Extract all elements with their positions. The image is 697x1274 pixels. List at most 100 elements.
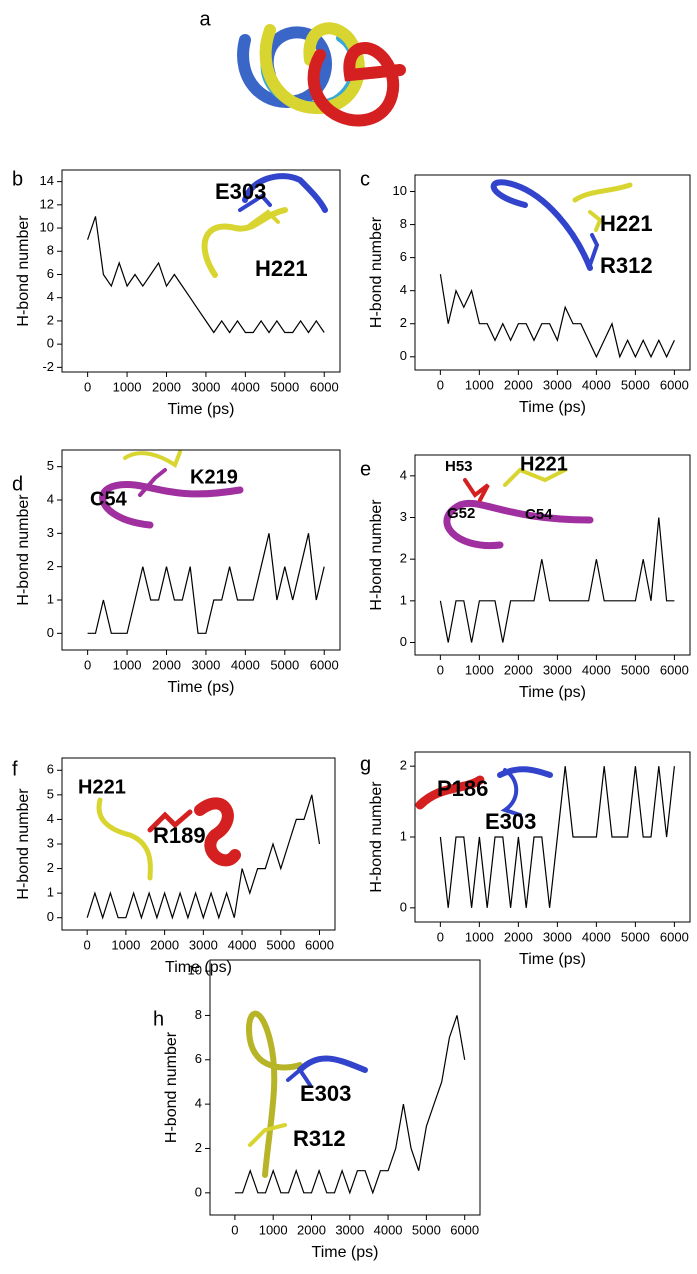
y-tick-label: 8 (47, 243, 54, 258)
y-tick-label: 5 (47, 786, 54, 801)
x-axis-label: Time (ps) (168, 679, 235, 696)
y-tick-label: 0 (47, 625, 54, 640)
x-tick-label: 0 (84, 379, 91, 394)
y-tick-label: 3 (47, 525, 54, 540)
molecule-d (99, 450, 244, 529)
x-tick-label: 3000 (335, 1222, 364, 1237)
molecule-h (246, 1010, 368, 1178)
residue-label: C54 (90, 488, 128, 510)
x-tick-label: 5000 (270, 657, 299, 672)
x-tick-label: 3000 (543, 929, 572, 944)
residue-label: H53 (445, 458, 473, 475)
y-tick-label: 10 (393, 183, 407, 198)
x-tick-label: 0 (437, 929, 444, 944)
y-tick-label: 0 (195, 1184, 202, 1199)
plot-frame (209, 959, 481, 1216)
x-tick-label: 5000 (412, 1222, 441, 1237)
data-line (87, 216, 325, 334)
x-tick-label: 3000 (543, 377, 572, 392)
y-tick-label: 0 (400, 634, 407, 649)
data-line (234, 1015, 466, 1195)
x-tick-label: 0 (84, 937, 91, 952)
y-tick-label: 6 (400, 249, 407, 264)
panel-label: b (12, 168, 23, 190)
molecule-b (201, 173, 328, 278)
molecule-e (443, 467, 594, 550)
y-tick-label: 4 (400, 467, 407, 482)
x-tick-label: 6000 (660, 377, 689, 392)
x-axis-label: Time (ps) (519, 684, 586, 701)
x-tick-label: 5000 (621, 929, 650, 944)
y-tick-label: 8 (195, 1007, 202, 1022)
x-tick-label: 1000 (113, 379, 142, 394)
molecule-g (415, 766, 553, 817)
y-tick-label: 3 (400, 509, 407, 524)
molecule-f (96, 797, 241, 881)
x-tick-label: 0 (84, 657, 91, 672)
y-axis-label: H-bond number (163, 1031, 180, 1143)
x-tick-label: 4000 (228, 937, 257, 952)
x-tick-label: 4000 (582, 377, 611, 392)
molecule-c (490, 179, 633, 271)
y-tick-label: 4 (47, 491, 54, 506)
x-tick-label: 6000 (310, 379, 339, 394)
y-axis-label: H-bond number (15, 788, 32, 900)
y-tick-label: 1 (400, 592, 407, 607)
y-tick-label: 1 (400, 828, 407, 843)
x-tick-label: 1000 (259, 1222, 288, 1237)
x-tick-label: 4000 (582, 662, 611, 677)
residue-label: R312 (293, 1126, 346, 1151)
x-tick-label: 5000 (266, 937, 295, 952)
plot-frame (414, 174, 691, 371)
y-tick-label: 0 (47, 909, 54, 924)
y-tick-label: 2 (400, 315, 407, 330)
x-axis-label: Time (ps) (165, 959, 232, 976)
residue-label: P186 (437, 776, 488, 801)
x-tick-label: 0 (437, 662, 444, 677)
y-tick-label: 0 (400, 348, 407, 363)
y-tick-label: 4 (400, 282, 407, 297)
y-tick-label: 2 (47, 860, 54, 875)
residue-label: H221 (600, 211, 653, 236)
y-tick-label: 2 (400, 758, 407, 773)
y-tick-label: 14 (40, 173, 54, 188)
residue-label: C54 (525, 506, 553, 523)
x-tick-label: 5000 (270, 379, 299, 394)
y-tick-label: 2 (400, 551, 407, 566)
x-tick-label: 2000 (504, 662, 533, 677)
y-axis-label: H-bond number (368, 216, 385, 328)
y-tick-label: 6 (195, 1051, 202, 1066)
residue-label: E303 (300, 1081, 351, 1106)
x-tick-label: 2000 (504, 377, 533, 392)
x-tick-label: 6000 (305, 937, 334, 952)
y-tick-label: 1 (47, 885, 54, 900)
x-tick-label: 1000 (113, 657, 142, 672)
panel-label: f (12, 758, 18, 780)
y-tick-label: 2 (47, 558, 54, 573)
x-tick-label: 6000 (450, 1222, 479, 1237)
y-axis-label: H-bond number (15, 494, 32, 606)
panel-label: c (360, 168, 370, 190)
x-axis-label: Time (ps) (519, 399, 586, 416)
x-tick-label: 2000 (150, 937, 179, 952)
x-tick-label: 1000 (465, 662, 494, 677)
data-line (87, 533, 325, 634)
panel-label: a (199, 8, 211, 30)
plot-frame (61, 449, 341, 651)
y-tick-label: 4 (47, 811, 54, 826)
residue-label: H221 (255, 256, 308, 281)
x-tick-label: 3000 (191, 657, 220, 672)
x-tick-label: 3000 (191, 379, 220, 394)
data-line (86, 794, 321, 920)
x-tick-label: 5000 (621, 662, 650, 677)
residue-label: G52 (447, 505, 475, 522)
data-line (439, 517, 675, 643)
x-tick-label: 0 (231, 1222, 238, 1237)
plot-frame (61, 169, 341, 373)
x-tick-label: 1000 (465, 929, 494, 944)
residue-label: R312 (600, 253, 653, 278)
y-tick-label: 2 (195, 1140, 202, 1155)
y-tick-label: 4 (47, 289, 54, 304)
y-axis-label: H-bond number (368, 781, 385, 893)
